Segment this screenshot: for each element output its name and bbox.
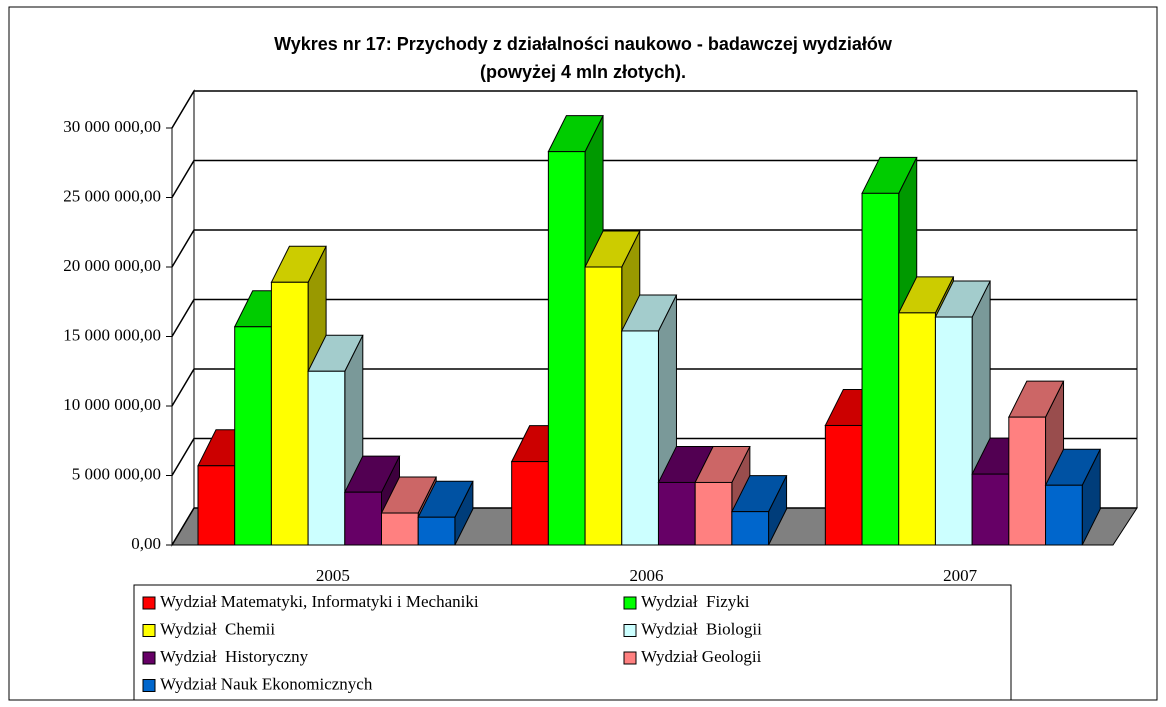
legend-swatch	[142, 651, 156, 665]
legend-swatch	[623, 596, 637, 610]
x-tick-label: 2005	[316, 566, 350, 585]
y-tick-label: 15 000 000,00	[63, 325, 161, 344]
grid-line	[171, 507, 1137, 546]
bar-front	[731, 511, 770, 546]
bar-front	[511, 461, 549, 546]
grid-line	[171, 368, 1137, 407]
bar-front	[657, 481, 696, 546]
bar-front	[824, 424, 863, 546]
chart-title: (powyżej 4 mln złotych).	[480, 62, 686, 82]
legend-label: Wydział Geologii	[641, 647, 762, 666]
legend-swatch	[142, 596, 156, 610]
legend-swatch	[623, 624, 637, 637]
bar-front	[417, 516, 456, 546]
bar-front	[307, 370, 346, 546]
legend	[133, 584, 1012, 701]
bar-front	[381, 512, 419, 546]
y-tick-label: 0,00	[131, 534, 161, 553]
bar-front	[898, 312, 936, 546]
y-tick-label: 10 000 000,00	[63, 395, 161, 414]
y-tick-label: 25 000 000,00	[63, 186, 161, 205]
y-tick-label: 20 000 000,00	[63, 256, 161, 275]
bar	[620, 294, 678, 546]
x-tick-label: 2006	[630, 566, 664, 585]
legend-swatch	[142, 679, 156, 692]
bar-front	[197, 465, 236, 546]
legend-swatch	[623, 651, 637, 665]
bar	[1044, 448, 1102, 546]
legend-swatch	[142, 624, 156, 637]
bar	[417, 480, 474, 546]
bar-front	[861, 192, 900, 546]
legend-label: Wydział Nauk Ekonomicznych	[160, 674, 373, 693]
legend-label: Wydział Chemii	[160, 619, 275, 638]
bar-front	[234, 326, 272, 546]
grid-line	[171, 298, 1137, 337]
bar-front	[934, 316, 973, 546]
bar	[731, 475, 788, 546]
y-tick-label: 5 000 000,00	[72, 464, 161, 483]
bar	[934, 280, 991, 546]
bar-front	[1008, 416, 1047, 546]
bar-front	[584, 266, 623, 546]
y-tick-label: 30 000 000,00	[63, 117, 161, 136]
bar-front	[694, 481, 733, 546]
legend-label: Wydział Historyczny	[160, 647, 309, 666]
legend-label: Wydział Fizyki	[641, 592, 750, 611]
grid-line	[171, 159, 1137, 198]
bar-front	[971, 473, 1010, 546]
legend-label: Wydział Biologii	[641, 619, 762, 638]
grid-line	[171, 229, 1137, 268]
grid-line	[171, 90, 1137, 129]
bar-front	[1045, 484, 1083, 546]
bar-front	[547, 151, 586, 546]
bar-front	[344, 491, 382, 546]
grid-line	[171, 437, 1137, 476]
legend-label: Wydział Matematyki, Informatyki i Mechan…	[160, 592, 479, 611]
bar-front	[270, 281, 309, 546]
x-tick-label: 2007	[943, 566, 978, 585]
chart-title: Wykres nr 17: Przychody z działalności n…	[274, 34, 893, 54]
bar-front	[621, 330, 659, 546]
